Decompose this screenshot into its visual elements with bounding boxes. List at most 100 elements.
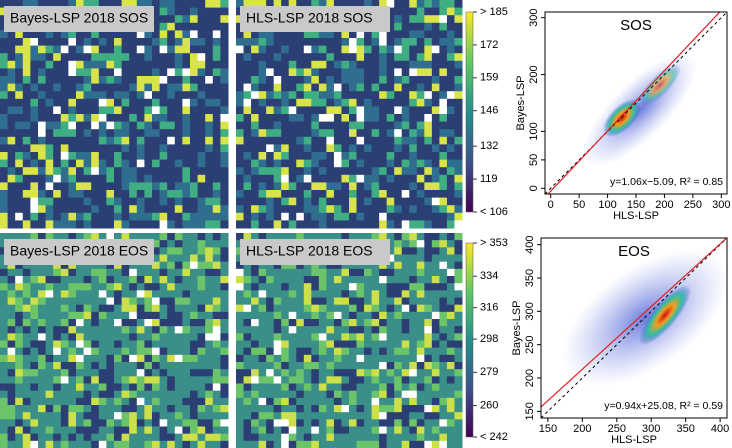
map-pixel <box>114 376 122 384</box>
map-pixel <box>341 152 349 160</box>
map-pixel <box>99 412 107 420</box>
map-pixel <box>409 137 417 145</box>
map-pixel <box>349 355 357 363</box>
map-pixel <box>357 427 365 435</box>
map-pixel <box>167 319 175 327</box>
map-pixel <box>129 99 137 107</box>
map-pixel <box>30 144 38 152</box>
map-pixel <box>213 233 221 241</box>
map-pixel <box>167 114 175 122</box>
map-pixel <box>38 91 46 99</box>
map-pixel <box>379 376 387 384</box>
map-pixel <box>402 333 410 341</box>
map-pixel <box>447 247 455 255</box>
map-pixel <box>394 255 402 263</box>
map-pixel <box>114 129 122 137</box>
map-pixel <box>454 348 462 356</box>
map-pixel <box>236 384 244 392</box>
map-pixel <box>266 137 274 145</box>
map-pixel <box>236 341 244 349</box>
map-pixel <box>379 369 387 377</box>
map-pixel <box>236 213 244 221</box>
map-pixel <box>341 91 349 99</box>
map-pixel <box>114 362 122 370</box>
map-pixel <box>251 441 259 448</box>
map-pixel <box>296 114 304 122</box>
map-pixel <box>341 61 349 69</box>
map-pixel <box>432 341 440 349</box>
map-pixel <box>152 434 160 442</box>
map-pixel <box>244 305 252 313</box>
map-pixel <box>23 427 31 435</box>
map-pixel <box>319 384 327 392</box>
map-pixel <box>417 362 425 370</box>
map-pixel <box>439 220 447 228</box>
map-pixel <box>357 326 365 334</box>
map-pixel <box>220 247 228 255</box>
map-pixel <box>76 46 84 54</box>
map-pixel <box>91 412 99 420</box>
map-pixel <box>394 398 402 406</box>
map-pixel <box>304 290 312 298</box>
map-pixel <box>266 305 274 313</box>
map-pixel <box>84 190 92 198</box>
map-pixel <box>402 99 410 107</box>
map-pixel <box>91 419 99 427</box>
map-pixel <box>387 84 395 92</box>
map-pixel <box>259 84 267 92</box>
map-pixel <box>326 319 334 327</box>
map-pixel <box>46 205 54 213</box>
map-pixel <box>266 398 274 406</box>
map-pixel <box>190 276 198 284</box>
map-pixel <box>349 213 357 221</box>
map-pixel <box>129 137 137 145</box>
map-pixel <box>259 99 267 107</box>
map-pixel <box>251 137 259 145</box>
map-pixel <box>114 441 122 448</box>
map-pixel <box>296 160 304 168</box>
map-pixel <box>76 412 84 420</box>
map-pixel <box>182 240 190 248</box>
map-pixel <box>99 76 107 84</box>
map-pixel <box>68 283 76 291</box>
map-pixel <box>182 30 190 38</box>
map-pixel <box>454 419 462 427</box>
map-pixel <box>326 99 334 107</box>
map-pixel <box>394 76 402 84</box>
map-pixel <box>8 167 16 175</box>
map-pixel <box>167 419 175 427</box>
map-pixel <box>387 427 395 435</box>
map-pixel <box>417 91 425 99</box>
map-pixel <box>106 198 114 206</box>
map-pixel <box>236 53 244 61</box>
map-pixel <box>15 298 23 306</box>
map-pixel <box>144 384 152 392</box>
map-pixel <box>379 53 387 61</box>
map-pixel <box>394 84 402 92</box>
map-pixel <box>122 53 130 61</box>
map-pixel <box>417 384 425 392</box>
map-pixel <box>68 333 76 341</box>
map-pixel <box>144 355 152 363</box>
map-pixel <box>205 269 213 277</box>
map-pixel <box>402 84 410 92</box>
map-pixel <box>409 99 417 107</box>
map-pixel <box>334 144 342 152</box>
map-pixel <box>402 129 410 137</box>
map-pixel <box>379 160 387 168</box>
map-pixel <box>114 391 122 399</box>
map-pixel <box>99 84 107 92</box>
map-pixel <box>114 269 122 277</box>
map-pixel <box>152 91 160 99</box>
map-pixel <box>175 369 183 377</box>
map-pixel <box>122 91 130 99</box>
y-tick-label: 200 <box>524 369 536 387</box>
map-pixel <box>99 167 107 175</box>
map-pixel <box>447 76 455 84</box>
map-pixel <box>311 427 319 435</box>
map-pixel <box>205 0 213 8</box>
map-pixel <box>213 298 221 306</box>
map-pixel <box>372 355 380 363</box>
map-pixel <box>152 290 160 298</box>
map-pixel <box>122 137 130 145</box>
